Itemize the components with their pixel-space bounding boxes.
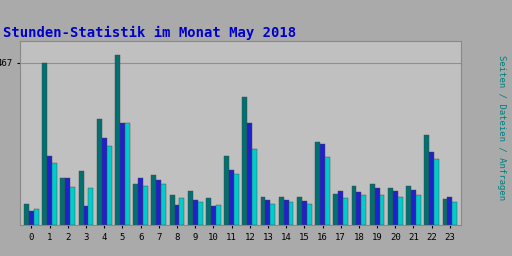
Bar — [106, 146, 112, 225]
Bar — [429, 152, 434, 225]
Bar — [143, 186, 148, 225]
Bar — [338, 190, 343, 225]
Bar — [175, 205, 179, 225]
Bar — [42, 63, 47, 225]
Bar — [398, 197, 402, 225]
Bar — [393, 191, 398, 225]
Bar — [234, 174, 239, 225]
Bar — [133, 184, 138, 225]
Text: Seiten / Dateien / Anfragen: Seiten / Dateien / Anfragen — [497, 56, 506, 200]
Bar — [370, 184, 375, 225]
Bar — [79, 171, 83, 225]
Bar — [302, 201, 307, 225]
Bar — [34, 209, 39, 225]
Bar — [52, 163, 57, 225]
Bar — [252, 150, 257, 225]
Bar — [307, 204, 312, 225]
Bar — [224, 156, 229, 225]
Bar — [442, 199, 447, 225]
Bar — [229, 170, 234, 225]
Bar — [416, 195, 421, 225]
Bar — [216, 205, 221, 225]
Bar — [297, 197, 302, 225]
Bar — [161, 184, 166, 225]
Bar — [424, 135, 429, 225]
Bar — [279, 197, 284, 225]
Bar — [411, 190, 416, 225]
Bar — [289, 202, 293, 225]
Bar — [379, 195, 385, 225]
Bar — [89, 188, 93, 225]
Bar — [47, 156, 52, 225]
Bar — [242, 97, 247, 225]
Bar — [115, 55, 120, 225]
Bar — [343, 198, 348, 225]
Bar — [179, 198, 184, 225]
Bar — [83, 206, 89, 225]
Bar — [356, 192, 361, 225]
Bar — [333, 194, 338, 225]
Bar — [60, 178, 66, 225]
Bar — [270, 204, 275, 225]
Bar — [261, 197, 266, 225]
Bar — [247, 123, 252, 225]
Bar — [320, 144, 325, 225]
Bar — [125, 123, 130, 225]
Bar — [70, 187, 75, 225]
Bar — [102, 138, 106, 225]
Bar — [266, 200, 270, 225]
Bar — [97, 119, 102, 225]
Bar — [169, 195, 175, 225]
Bar — [388, 188, 393, 225]
Text: Stunden-Statistik im Monat May 2018: Stunden-Statistik im Monat May 2018 — [3, 26, 296, 40]
Bar — [211, 206, 216, 225]
Bar — [284, 200, 289, 225]
Bar — [198, 202, 203, 225]
Bar — [325, 157, 330, 225]
Bar — [120, 123, 125, 225]
Bar — [375, 188, 379, 225]
Bar — [152, 175, 156, 225]
Bar — [193, 200, 198, 225]
Bar — [315, 142, 320, 225]
Bar — [29, 211, 34, 225]
Bar — [452, 202, 457, 225]
Bar — [447, 197, 452, 225]
Bar — [406, 186, 411, 225]
Bar — [352, 186, 356, 225]
Bar — [206, 198, 211, 225]
Bar — [361, 195, 366, 225]
Bar — [188, 190, 193, 225]
Bar — [66, 178, 70, 225]
Bar — [138, 178, 143, 225]
Bar — [24, 204, 29, 225]
Bar — [434, 159, 439, 225]
Bar — [156, 180, 161, 225]
